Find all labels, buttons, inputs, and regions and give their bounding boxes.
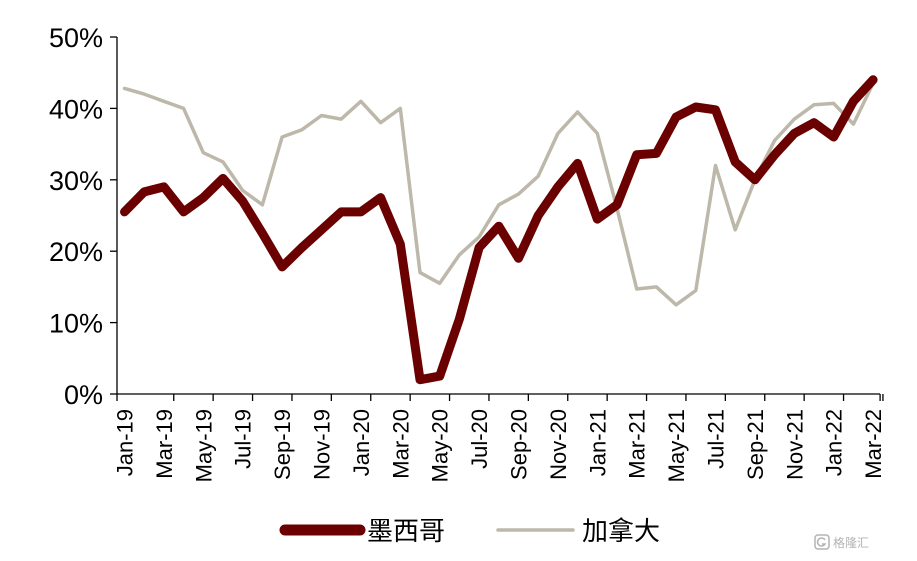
y-axis: 0% 10% 20% 30% 40% 50% — [49, 23, 118, 410]
watermark-text: 格隆汇 — [833, 535, 869, 550]
x-tick-label: Sep-21 — [743, 409, 768, 480]
watermark: 格隆汇 — [814, 534, 869, 550]
x-tick-label: May-20 — [428, 409, 453, 482]
legend-label-0: 墨西哥 — [367, 516, 445, 546]
x-tick-label: May-19 — [191, 409, 216, 482]
x-tick-label: Mar-20 — [388, 409, 413, 479]
y-tick-label: 40% — [49, 94, 103, 124]
x-tick-label: Jan-19 — [113, 409, 138, 476]
y-tick-label: 10% — [49, 309, 103, 339]
y-tick-label: 0% — [64, 380, 103, 410]
series-line-0 — [120, 75, 878, 385]
x-tick-label: Mar-22 — [861, 409, 886, 479]
x-tick-label: Sep-19 — [270, 409, 295, 480]
y-tick-label: 50% — [49, 23, 103, 53]
x-tick-label: Mar-19 — [152, 409, 177, 479]
x-tick-label: May-21 — [664, 409, 689, 482]
x-tick-label: Nov-20 — [546, 409, 571, 480]
legend-label-1: 加拿大 — [582, 516, 660, 546]
series-layer — [120, 75, 878, 385]
x-tick-label: Jul-19 — [231, 409, 256, 469]
x-tick-label: Jul-20 — [467, 409, 492, 469]
x-tick-label: Sep-20 — [507, 409, 532, 480]
x-axis: Jan-19 Mar-19 May-19 Jul-19 Sep-19 Nov-19 Jan-… — [113, 393, 886, 482]
y-tick-label: 20% — [49, 237, 103, 267]
gelonghui-logo-icon — [814, 534, 830, 550]
x-tick-label: Jan-20 — [349, 409, 374, 476]
x-tick-label: Jul-21 — [704, 409, 729, 469]
legend: 墨西哥 加拿大 — [279, 516, 660, 546]
x-tick-label: Jan-22 — [822, 409, 847, 476]
x-tick-label: Nov-19 — [310, 409, 335, 480]
x-tick-label: Nov-21 — [782, 409, 807, 480]
x-tick-label: Mar-21 — [625, 409, 650, 479]
y-tick-label: 30% — [49, 166, 103, 196]
x-tick-label: Jan-21 — [585, 409, 610, 476]
